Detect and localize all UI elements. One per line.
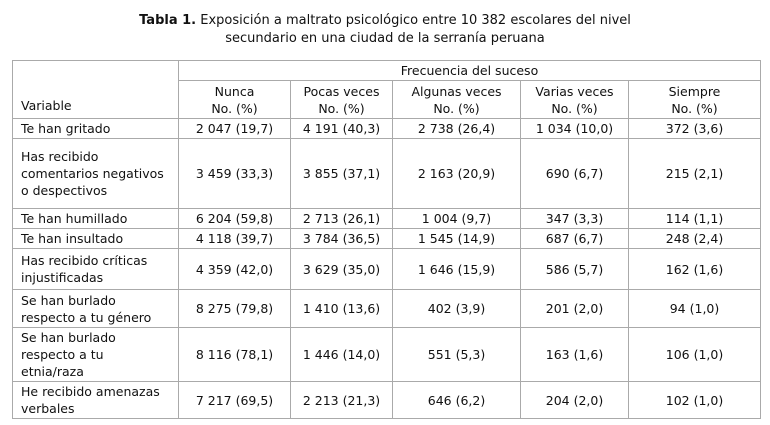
table-cell: 1 004 (9,7) (392, 208, 521, 229)
row-label: Te han humillado (12, 208, 179, 229)
table-row: Te han humillado 6 204 (59,8) 2 713 (26,1)… (12, 208, 761, 229)
column-name: Siempre (668, 83, 721, 99)
table-cell: 586 (5,7) (520, 248, 629, 290)
row-label: Se han burlado respecto a tu género (12, 289, 179, 328)
table-cell: 4 359 (42,0) (178, 248, 291, 290)
table-row: Se han burlado respecto a tu etnia/raza 8… (12, 327, 761, 382)
table-row: Has recibido comentarios negativos o des… (12, 138, 761, 209)
row-label: He recibido amenazas verbales (12, 381, 179, 419)
header-row: Variable Frecuencia del suceso (12, 60, 761, 119)
table-cell: 102 (1,0) (628, 381, 761, 419)
variable-header: Variable (12, 60, 179, 119)
row-label: Se han burlado respecto a tu etnia/raza (12, 327, 179, 382)
row-label: Te han gritado (12, 118, 179, 139)
table-cell: 1 646 (15,9) (392, 248, 521, 290)
column-name: Algunas veces (411, 83, 502, 99)
table-cell: 4 191 (40,3) (290, 118, 393, 139)
table-cell: 3 629 (35,0) (290, 248, 393, 290)
table-cell: 6 204 (59,8) (178, 208, 291, 229)
table-cell: 690 (6,7) (520, 138, 629, 209)
row-label: Te han insultado (12, 228, 179, 249)
column-unit: No. (%) (433, 100, 480, 116)
table-cell: 248 (2,4) (628, 228, 761, 249)
column-name: Nunca (214, 83, 255, 99)
column-unit: No. (%) (671, 100, 718, 116)
table-cell: 1 034 (10,0) (520, 118, 629, 139)
column-header: Siempre No. (%) (628, 80, 761, 119)
column-header: Pocas veces No. (%) (290, 80, 393, 119)
table-cell: 347 (3,3) (520, 208, 629, 229)
table-row: Se han burlado respecto a tu género 8 275… (12, 289, 761, 328)
row-label: Has recibido críticas injustificadas (12, 248, 179, 290)
table-cell: 1 545 (14,9) (392, 228, 521, 249)
table-cell: 3 459 (33,3) (178, 138, 291, 209)
column-unit: No. (%) (211, 100, 258, 116)
table-cell: 2 213 (21,3) (290, 381, 393, 419)
group-header: Frecuencia del suceso (178, 60, 761, 81)
table-cell: 687 (6,7) (520, 228, 629, 249)
table-cell: 3 784 (36,5) (290, 228, 393, 249)
table-cell: 3 855 (37,1) (290, 138, 393, 209)
row-label: Has recibido comentarios negativos o des… (12, 138, 179, 209)
title-line: Tabla 1. Exposición a maltrato psicológi… (0, 12, 770, 30)
header-row: Nunca No. (%) Pocas veces No. (%) Algunas ve… (13, 80, 761, 119)
table-cell: 106 (1,0) (628, 327, 761, 382)
data-table: Variable Frecuencia del suceso Nunca No. … (12, 60, 761, 419)
table-cell: 372 (3,6) (628, 118, 761, 139)
column-unit: No. (%) (318, 100, 365, 116)
table-cell: 4 118 (39,7) (178, 228, 291, 249)
table-cell: 215 (2,1) (628, 138, 761, 209)
table-row: Te han gritado 2 047 (19,7) 4 191 (40,3) 2 … (12, 118, 761, 139)
table-cell: 646 (6,2) (392, 381, 521, 419)
table-cell: 162 (1,6) (628, 248, 761, 290)
table-row: Te han insultado 4 118 (39,7) 3 784 (36,5)… (12, 228, 761, 249)
table-cell: 204 (2,0) (520, 381, 629, 419)
title-label: Tabla 1. (139, 13, 197, 28)
table-row: He recibido amenazas verbales 7 217 (69,5… (12, 381, 761, 419)
table-cell: 7 217 (69,5) (178, 381, 291, 419)
column-name: Varias veces (535, 83, 614, 99)
column-header: Nunca No. (%) (178, 80, 291, 119)
table-row: Has recibido críticas injustificadas 4 35… (12, 248, 761, 290)
table-cell: 1 446 (14,0) (290, 327, 393, 382)
table-cell: 2 738 (26,4) (392, 118, 521, 139)
table-cell: 2 163 (20,9) (392, 138, 521, 209)
table-cell: 163 (1,6) (520, 327, 629, 382)
table-title: Tabla 1. Exposición a maltrato psicológi… (0, 12, 770, 48)
table-cell: 1 410 (13,6) (290, 289, 393, 328)
table-cell: 402 (3,9) (392, 289, 521, 328)
table-cell: 201 (2,0) (520, 289, 629, 328)
table-cell: 114 (1,1) (628, 208, 761, 229)
column-unit: No. (%) (551, 100, 598, 116)
title-line: secundario en una ciudad de la serranía … (225, 31, 545, 46)
table-cell: 8 275 (79,8) (178, 289, 291, 328)
table-cell: 94 (1,0) (628, 289, 761, 328)
title-text: Exposición a maltrato psicológico entre … (200, 13, 631, 28)
table-cell: 2 047 (19,7) (178, 118, 291, 139)
table-cell: 2 713 (26,1) (290, 208, 393, 229)
table-cell: 551 (5,3) (392, 327, 521, 382)
table-cell: 8 116 (78,1) (178, 327, 291, 382)
table-body: Te han gritado 2 047 (19,7) 4 191 (40,3) 2 … (12, 118, 761, 419)
column-name: Pocas veces (303, 83, 380, 99)
column-header: Varias veces No. (%) (520, 80, 629, 119)
column-header: Algunas veces No. (%) (392, 80, 521, 119)
